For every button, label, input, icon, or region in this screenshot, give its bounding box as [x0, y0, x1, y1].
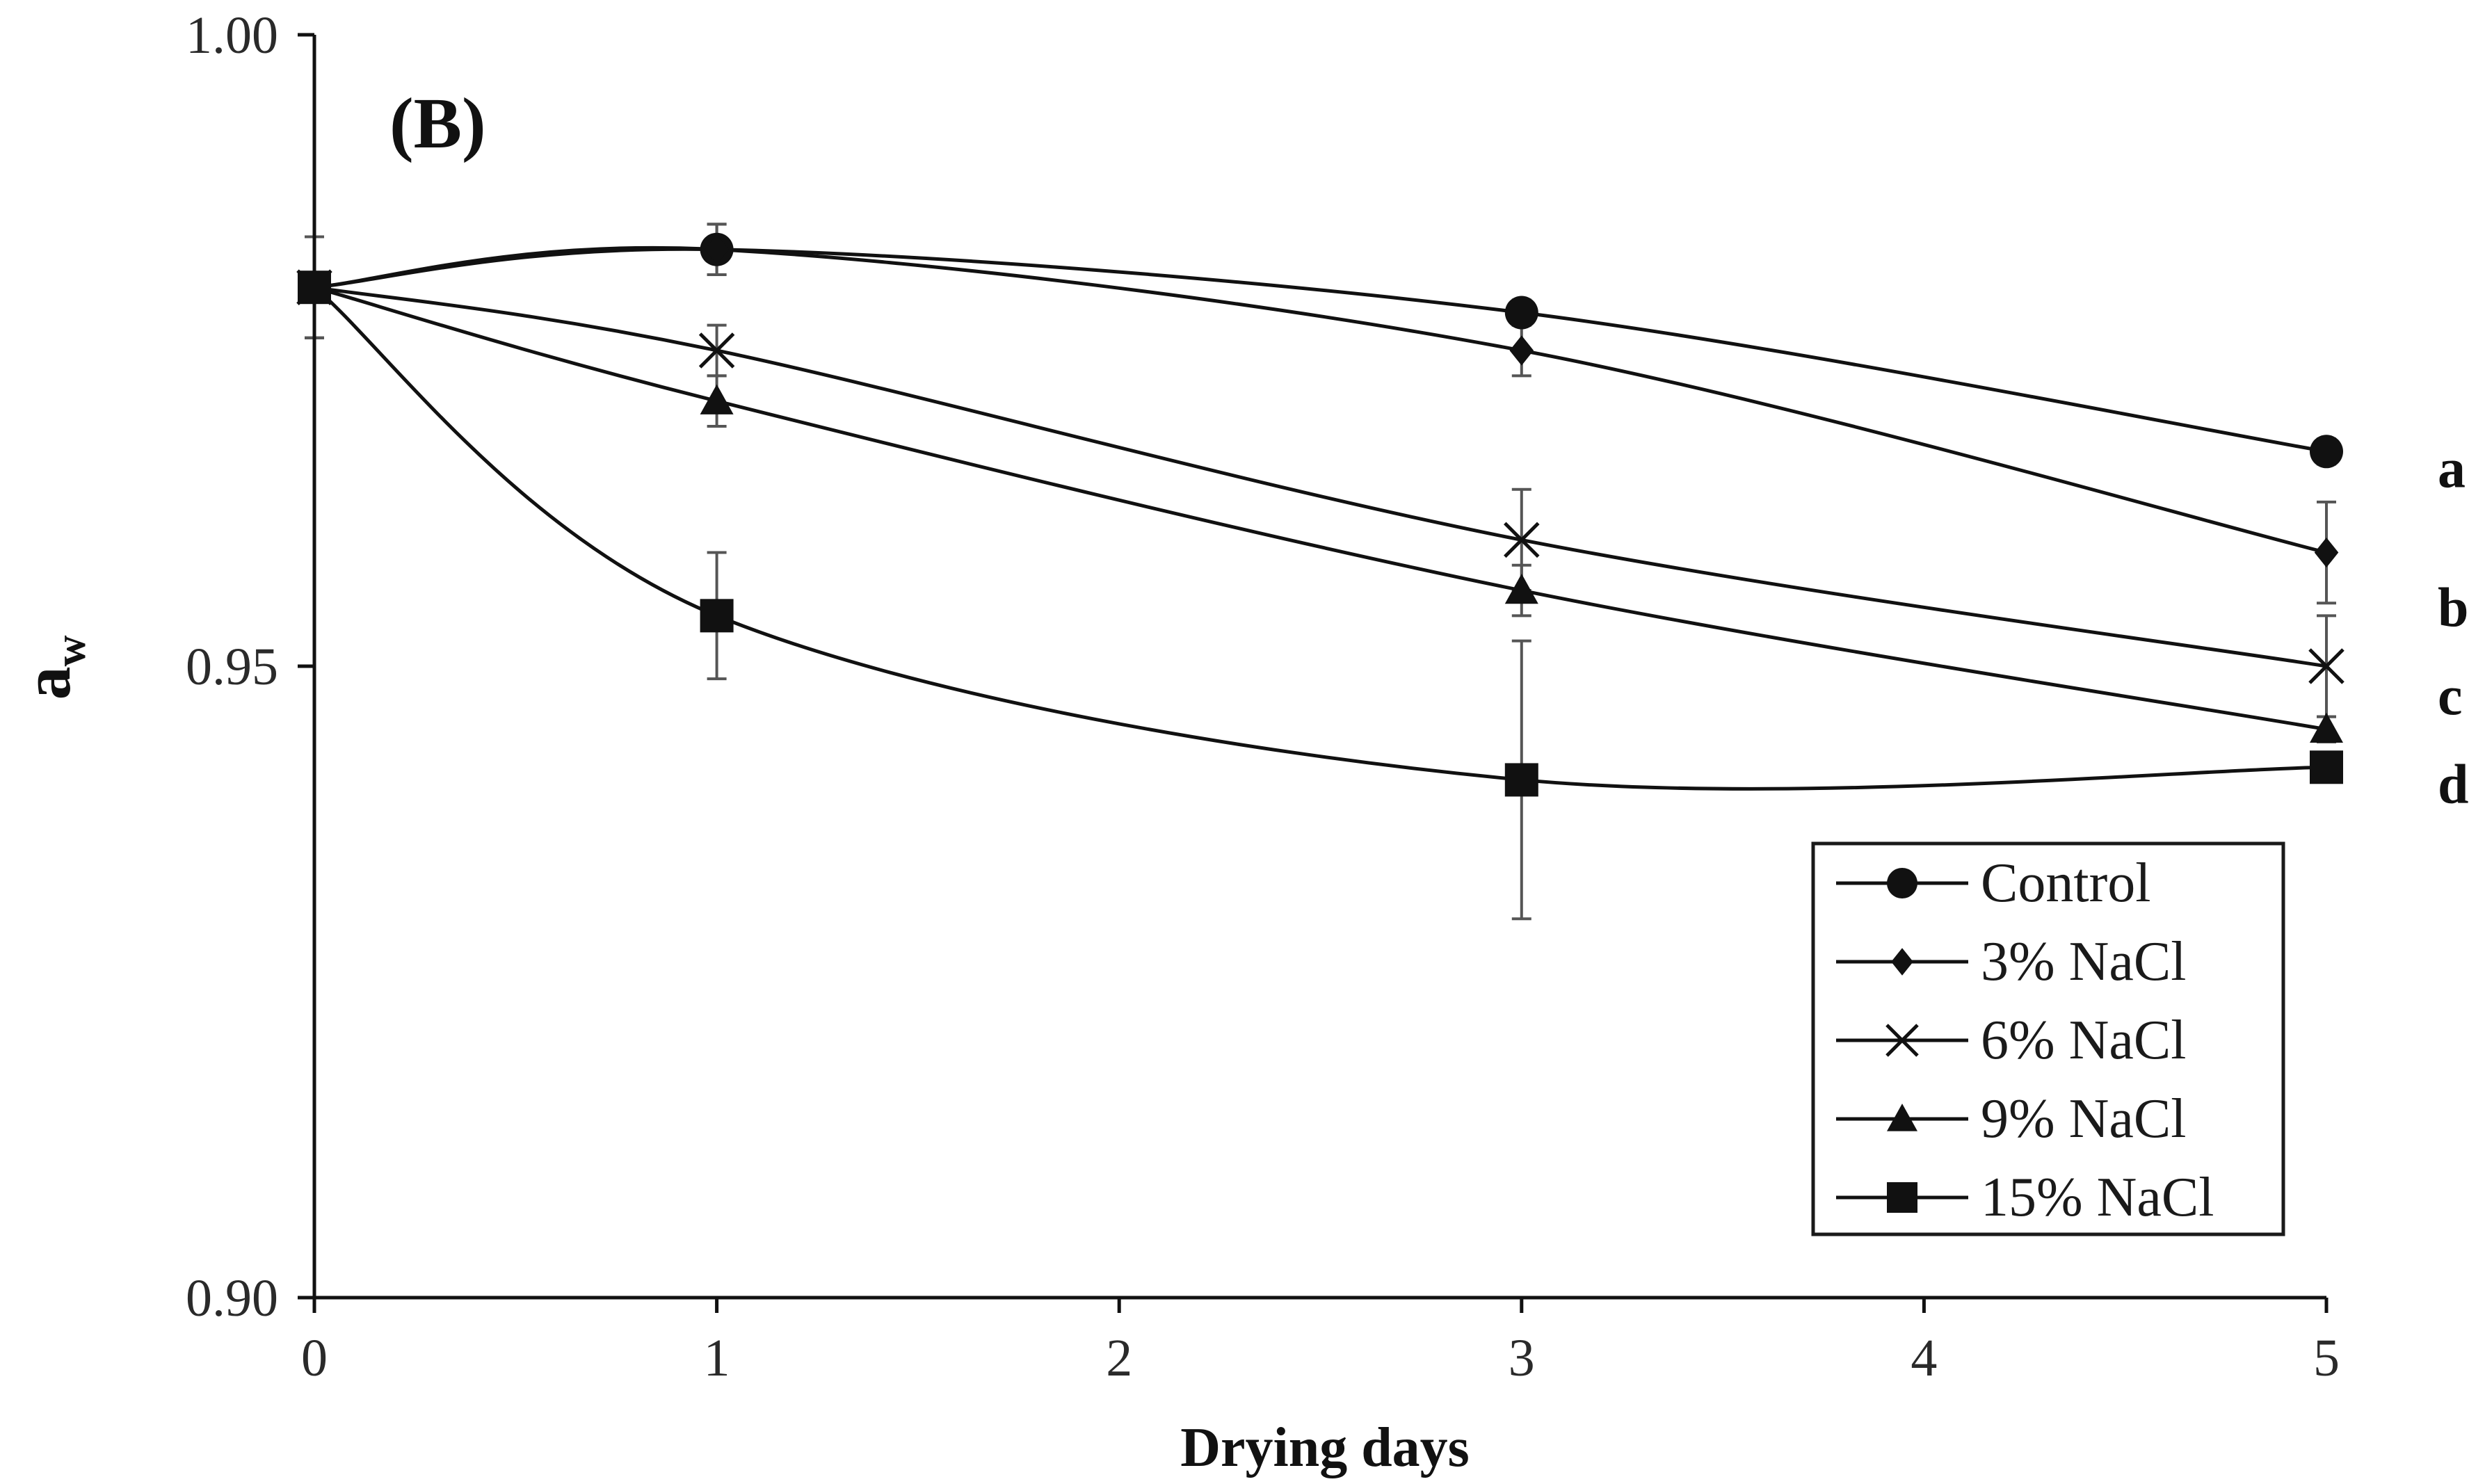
legend: Control 3% NaCl 6% NaCl 9% NaCl 15% NaCl [1811, 841, 2285, 1236]
legend-marker-15pct-nacl [1887, 1182, 1917, 1213]
y-tick-label: 0.95 [186, 638, 278, 696]
point-3pct-nacl [2314, 537, 2339, 568]
x-axis-title: Drying days [1180, 1417, 1470, 1478]
x-tick-label: 5 [2313, 1329, 2340, 1387]
legend-label: 3% NaCl [1981, 931, 2187, 992]
series-line-9pct-nacl [314, 285, 2327, 732]
point-6pct-nacl [698, 332, 735, 369]
panel-label: (B) [389, 83, 486, 163]
tick-labels: 0 1 2 3 4 5 0.90 0.95 1.00 [186, 6, 2340, 1387]
series-line-6pct-nacl [314, 285, 2327, 668]
point-control [1504, 296, 1538, 330]
point-9pct-nacl [700, 384, 734, 414]
point-9pct-nacl [2310, 712, 2343, 743]
y-axis-title-main: a [10, 666, 84, 700]
legend-label: 9% NaCl [1981, 1088, 2187, 1150]
chart-text: (B) Drying days aw [10, 83, 1470, 1478]
point-9pct-nacl [1504, 574, 1538, 604]
series-line-control [314, 247, 2327, 453]
legend-item-3pct-nacl: 3% NaCl [1836, 931, 2187, 992]
legend-item-6pct-nacl: 6% NaCl [1836, 1010, 2187, 1071]
point-15pct-nacl [1504, 763, 1538, 797]
point-6pct-nacl [1504, 522, 1540, 558]
y-axis-title: aw [10, 635, 95, 700]
point-6pct-nacl [2308, 648, 2345, 684]
point-15pct-nacl [2310, 750, 2343, 784]
series-lines [313, 245, 2327, 791]
series-line-15pct-nacl [313, 286, 2327, 791]
point-control [2310, 435, 2343, 469]
x-tick-label: 1 [704, 1329, 730, 1387]
group-letter-d: d [2438, 755, 2469, 816]
legend-item-15pct-nacl: 15% NaCl [1836, 1167, 2214, 1228]
legend-marker-3pct-nacl [1891, 948, 1913, 976]
legend-marker-control [1887, 868, 1917, 898]
legend-label: Control [1981, 853, 2150, 914]
group-letter-c: c [2438, 666, 2463, 727]
y-tick-label: 0.90 [186, 1269, 278, 1328]
y-tick-label: 1.00 [186, 6, 278, 65]
point-3pct-nacl [1509, 335, 1534, 366]
x-tick-label: 3 [1509, 1329, 1535, 1387]
y-axis-title-sub: w [47, 635, 95, 666]
x-tick-label: 4 [1911, 1329, 1937, 1387]
legend-marker-6pct-nacl [1885, 1024, 1919, 1057]
legend-item-control: Control [1836, 853, 2150, 914]
x-tick-label: 2 [1106, 1329, 1132, 1387]
group-letter-a: a [2438, 439, 2466, 500]
point-15pct-nacl [700, 599, 734, 633]
point-15pct-nacl [298, 271, 331, 305]
legend-label: 15% NaCl [1981, 1167, 2214, 1228]
legend-marker-9pct-nacl [1887, 1104, 1917, 1131]
group-letter-b: b [2438, 577, 2469, 638]
legend-item-9pct-nacl: 9% NaCl [1836, 1088, 2187, 1150]
x-tick-label: 0 [301, 1329, 328, 1387]
point-3pct-nacl [705, 234, 729, 265]
series-markers [296, 232, 2345, 797]
group-letters: a bcd [2438, 439, 2469, 816]
legend-label: 6% NaCl [1981, 1010, 2187, 1071]
axes [298, 33, 2329, 1313]
series-line-3pct-nacl [314, 245, 2327, 554]
